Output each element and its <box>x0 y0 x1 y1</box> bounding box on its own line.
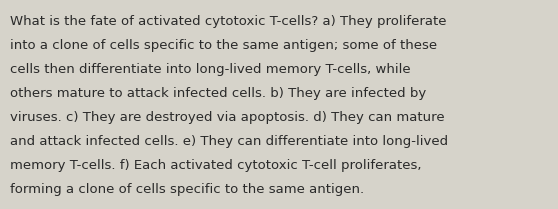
Text: viruses. c) They are destroyed via apoptosis. d) They can mature: viruses. c) They are destroyed via apopt… <box>10 111 445 124</box>
Text: What is the fate of activated cytotoxic T-cells? a) They proliferate: What is the fate of activated cytotoxic … <box>10 15 446 28</box>
Text: cells then differentiate into long-lived memory T-cells, while: cells then differentiate into long-lived… <box>10 63 411 76</box>
Text: others mature to attack infected cells. b) They are infected by: others mature to attack infected cells. … <box>10 87 426 100</box>
Text: forming a clone of cells specific to the same antigen.: forming a clone of cells specific to the… <box>10 183 364 196</box>
Text: and attack infected cells. e) They can differentiate into long-lived: and attack infected cells. e) They can d… <box>10 135 448 148</box>
Text: memory T-cells. f) Each activated cytotoxic T-cell proliferates,: memory T-cells. f) Each activated cytoto… <box>10 159 421 172</box>
Text: into a clone of cells specific to the same antigen; some of these: into a clone of cells specific to the sa… <box>10 39 437 52</box>
